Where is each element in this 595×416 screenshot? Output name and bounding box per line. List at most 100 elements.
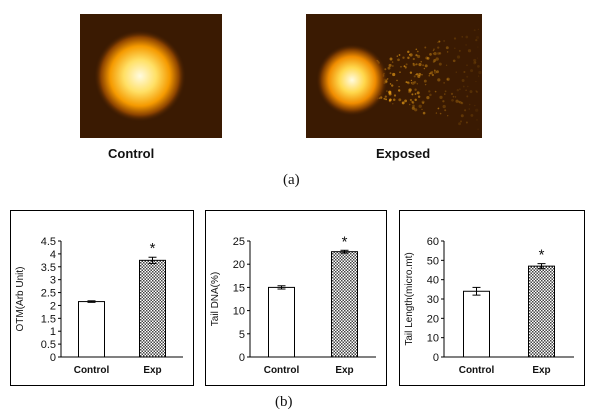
comet-tail-dot xyxy=(429,93,432,97)
comet-tail-dot xyxy=(407,81,410,85)
comet-tail-dot xyxy=(433,70,437,74)
y-tick-label: 50 xyxy=(427,255,439,267)
comet-tail-dot xyxy=(455,71,457,73)
comet-tail-dot xyxy=(405,63,408,66)
tail-dna-chart-svg: 0 5 10 15 20 25 Tail DNA(%) Control * Exp xyxy=(210,233,376,376)
comet-tail-dot xyxy=(458,122,462,126)
comet-tail-dot xyxy=(407,56,410,60)
comet-tail-dot xyxy=(404,99,407,103)
comet-tail-dot xyxy=(459,101,462,104)
comet-tail-dot xyxy=(443,82,445,84)
comet-tail-dot xyxy=(465,121,468,124)
y-tick-label: 1 xyxy=(50,326,56,338)
comet-tail-dot xyxy=(415,54,418,57)
comet-tail-dot xyxy=(402,56,405,59)
x-category-label: Control xyxy=(459,365,495,376)
panel-a-label: (a) xyxy=(283,172,300,188)
tail-dna-chart: 0 5 10 15 20 25 Tail DNA(%) Control * Exp xyxy=(205,210,387,386)
comet-tail-dot xyxy=(408,53,411,56)
exposed-comet-graphic xyxy=(316,28,482,131)
comet-tail-dot xyxy=(475,80,477,83)
y-tick-label: 30 xyxy=(427,294,439,306)
comet-tail-dot xyxy=(461,79,465,82)
comet-tail-dot xyxy=(401,101,405,105)
comet-tail-dot xyxy=(388,92,392,96)
comet-tail-dot xyxy=(433,69,436,72)
comet-tail-dot xyxy=(477,75,480,77)
exposed-comet-image xyxy=(306,14,482,138)
comet-tail-dot xyxy=(447,115,449,117)
comet-tail-dot xyxy=(422,102,424,104)
comet-tail-dot xyxy=(422,64,425,67)
comet-tail-dot xyxy=(409,53,413,57)
comet-tail-dot xyxy=(417,95,421,98)
comet-tail-dot xyxy=(454,47,456,50)
bar-exp xyxy=(331,251,358,358)
comet-tail-dot xyxy=(415,63,418,66)
comet-tail-dot xyxy=(384,95,387,98)
comet-tail-dot xyxy=(438,40,441,43)
comet-tail-dot xyxy=(432,49,435,52)
comet-tail-dot xyxy=(398,86,400,88)
comet-tail-dot xyxy=(412,63,416,67)
comet-tail-dot xyxy=(476,35,480,40)
comet-tail-dot xyxy=(389,72,392,75)
comet-tail-dot xyxy=(477,128,479,131)
comet-tail-dot xyxy=(398,54,401,56)
comet-tail-dot xyxy=(468,103,471,106)
comet-tail-dot xyxy=(444,93,446,95)
comet-tail-dot xyxy=(476,119,478,121)
comet-tail-dot xyxy=(396,79,398,82)
comet-tail-dot xyxy=(392,65,394,67)
y-tick-label: 10 xyxy=(427,333,439,345)
comet-tail-dot xyxy=(477,28,480,31)
comet-tail-dot xyxy=(421,100,425,104)
comet-tail-dot xyxy=(438,62,442,66)
comet-tail-dot xyxy=(415,73,419,76)
comet-tail-dot xyxy=(383,97,386,100)
comet-tail-dot xyxy=(453,37,457,40)
comet-tail-dot xyxy=(473,61,476,65)
comet-tail-dot xyxy=(459,120,463,123)
tail-length-chart: 0 10 20 30 40 50 60 Tail Length(micro.mt) Contro… xyxy=(399,210,585,386)
y-axis-label: OTM(Arb Unit) xyxy=(15,267,26,332)
x-category-label: Control xyxy=(74,365,110,376)
bar-control xyxy=(78,301,105,358)
comet-tail-dot xyxy=(424,83,427,86)
comet-tail-dot xyxy=(476,57,479,59)
comet-tail-dot xyxy=(410,79,413,82)
comet-tail-dot xyxy=(475,108,479,112)
comet-tail-dot xyxy=(392,103,394,105)
y-tick-label: 25 xyxy=(233,236,245,248)
comet-tail-dot xyxy=(389,83,392,85)
x-category-label: Control xyxy=(264,365,300,376)
comet-tail-dot xyxy=(465,44,467,46)
comet-tail-dot xyxy=(405,81,408,84)
x-category-label: Exp xyxy=(532,365,550,376)
comet-tail-dot xyxy=(432,48,436,51)
comet-tail-dot xyxy=(416,83,419,85)
comet-tail-dot xyxy=(412,57,415,61)
comet-tail-dot xyxy=(446,51,449,53)
comet-tail-dot xyxy=(411,101,415,104)
comet-tail-dot xyxy=(460,101,464,105)
comet-tail-dot xyxy=(475,90,478,92)
comet-tail-dot xyxy=(426,57,430,60)
y-tick-label: 20 xyxy=(233,259,245,271)
control-comet-image xyxy=(80,14,222,138)
panel-b-label: (b) xyxy=(275,394,293,410)
y-axis-label: Tail Length(micro.mt) xyxy=(404,252,415,345)
comet-tail-dot xyxy=(416,50,419,53)
comet-tail-dot xyxy=(391,61,394,63)
comet-tail-dot xyxy=(463,70,466,74)
comet-tail-dot xyxy=(470,113,474,117)
y-tick-label: 3 xyxy=(50,275,56,287)
comet-tail-dot xyxy=(458,49,461,52)
comet-tail-dot xyxy=(418,104,422,108)
comet-tail-dot xyxy=(475,38,478,42)
comet-tail-dot xyxy=(452,59,456,63)
comet-tail-dot xyxy=(414,88,417,91)
comet-tail-dot xyxy=(464,109,467,112)
y-tick-label: 60 xyxy=(427,236,439,248)
y-tick-label: 2.5 xyxy=(41,288,56,300)
